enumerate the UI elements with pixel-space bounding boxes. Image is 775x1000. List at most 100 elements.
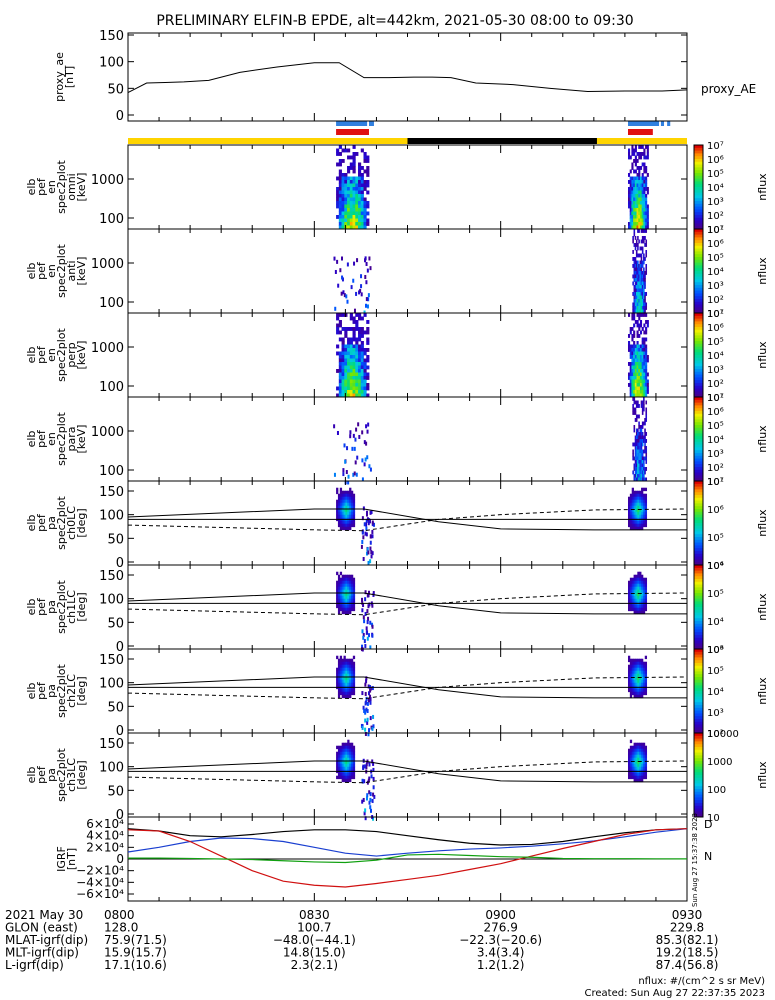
energy-2-pass2-cell: [636, 386, 639, 391]
pa-2-frame: [127, 648, 688, 734]
energy-2-pass1-cell: [338, 369, 342, 373]
energy-3-pass2-cell: [641, 467, 644, 471]
pa-1-scatter-cell: [363, 639, 366, 644]
energy-1-cbar-tick: 10⁵: [707, 253, 724, 264]
pa-0-ylabel-line-1: pef: [35, 513, 48, 532]
energy-0-pass2-cell: [645, 222, 648, 226]
energy-3-pass2-cell: [643, 407, 645, 412]
energy-2-pass2-cell: [633, 341, 636, 345]
energy-1-pass2-cell: [635, 288, 638, 293]
energy-1-pass2-cell: [643, 285, 645, 289]
pa-2-pass1-cell: [345, 670, 348, 675]
energy-1-pass1-cell: [353, 261, 356, 266]
energy-0-pass2-cell: [633, 187, 636, 191]
energy-0-pass1-cell: [360, 201, 364, 205]
pa-0-ytick-label: 150: [99, 485, 124, 500]
pa-0-pass2-cell: [639, 523, 642, 528]
pa-2-scatter-cell: [361, 691, 364, 696]
pa-0-pass2-cell: [637, 514, 640, 519]
created-footnote: Created: Sun Aug 27 22:37:35 2023: [585, 988, 765, 999]
pa-2-pass1-cell: [350, 682, 354, 687]
energy-3-pass2-cell: [639, 432, 642, 436]
energy-0-pass2-cell: [638, 208, 641, 212]
pa-0-scatter-cell: [371, 534, 374, 539]
pa-1-antilosscone-line: [127, 592, 688, 616]
energy-2-pass1-cell: [355, 393, 359, 398]
pa-2-pass2-cell: [641, 658, 644, 663]
energy-2-cbar-tick: 10²: [707, 379, 724, 390]
energy-2-pass2-cell: [631, 334, 634, 338]
pa-1-cbar-cell: [694, 593, 703, 597]
pa-2-cbar-cell: [694, 727, 703, 731]
energy-2-pass1-cell: [352, 369, 356, 373]
energy-2-pass1-cell: [341, 372, 345, 377]
pa-1-scatter-cell: [362, 635, 365, 640]
energy-2-pass2-cell: [629, 379, 632, 384]
energy-1-ylabel-line-2: en: [45, 264, 58, 278]
energy-2-ylabel-line-4: perp: [65, 342, 78, 367]
energy-1-pass2-cell: [641, 250, 644, 254]
energy-2-pass2-cell: [643, 362, 646, 366]
pa-3-scatter-cell: [370, 774, 373, 779]
energy-0-pass2-cell: [639, 155, 643, 160]
energy-0-pass2-cell: [633, 190, 636, 195]
pa-2-scatter-cell: [364, 682, 367, 687]
pa-2-pass2-cell: [637, 676, 640, 681]
energy-0-cbar-cell: [694, 209, 703, 213]
energy-2-pass1-cell: [352, 376, 356, 380]
energy-3-pass2-cell: [633, 407, 636, 412]
energy-3-pass2-cell: [633, 411, 636, 415]
pa-0-pass1-cell: [347, 523, 350, 528]
pa-0-pass2-cell: [642, 502, 646, 507]
energy-2-pass2-cell: [638, 323, 641, 328]
energy-1-pass2-cell: [639, 246, 642, 251]
energy-3-pass2-cell: [632, 397, 634, 401]
energy-0-pass1-cell: [344, 183, 348, 188]
pa-1-pass1-cell: [341, 574, 344, 579]
pa-0-scatter-cell: [369, 559, 372, 564]
energy-2-pass2-cell: [634, 344, 637, 349]
energy-0-pass2-cell: [629, 190, 632, 195]
pa-3-pass1-cell: [345, 766, 348, 771]
energy-0-pass1-cell: [347, 197, 351, 202]
pa-3-pass2-cell: [631, 748, 634, 753]
energy-2-pass1-cell: [360, 386, 364, 391]
pa-0-pass1-cell: [341, 499, 344, 504]
energy-1-pass2-cell: [635, 264, 638, 268]
pa-3-pass2-cell: [633, 751, 636, 756]
pa-1-pass1-cell: [341, 598, 344, 603]
pa-3-pass2-cell: [633, 742, 636, 747]
energy-0-pass1-cell: [352, 152, 356, 156]
energy-3-pass2-cell: [637, 463, 639, 468]
energy-0-pass1-cell: [347, 166, 351, 170]
energy-0-pass2-cell: [631, 187, 634, 191]
pa-0-pass2-cell: [637, 526, 640, 531]
pa-2-scatter-cell: [369, 697, 372, 702]
energy-0-pass2-cell: [646, 208, 649, 212]
energy-2-pass1-cell: [358, 383, 362, 387]
pa-3-pass1-cell: [337, 772, 341, 777]
pa-2-scatter-cell: [369, 700, 372, 705]
pa-1-scatter-cell: [364, 644, 367, 649]
energy-2-pass1-cell: [338, 323, 342, 328]
pa-1-pass1-cell: [337, 598, 341, 603]
pa-2-pass2-cell: [627, 655, 631, 660]
energy-0-pass2-cell: [631, 190, 634, 195]
energy-1-pass2-cell: [637, 253, 639, 258]
energy-2-pass2-cell: [639, 358, 643, 363]
energy-1-pass2-cell: [638, 271, 640, 275]
pa-0-pass2-cell: [642, 496, 646, 501]
energy-3-pass2-cell: [641, 432, 644, 436]
energy-3-pass2-cell: [641, 449, 644, 454]
axis-row-value: 0830: [299, 908, 330, 922]
energy-0-pass2-cell: [629, 218, 632, 223]
pa-3-scatter-cell: [373, 794, 376, 799]
pa-2-scatter-blob: [360, 676, 375, 737]
energy-1-pass2-cell: [640, 271, 643, 275]
energy-2-pass1-cell: [352, 344, 356, 349]
energy-3-cbar-cell: [694, 450, 703, 454]
energy-1-pass2-cell: [634, 260, 637, 265]
energy-1-pass2-cell: [641, 288, 644, 293]
pa-0-pass2-cell: [629, 508, 633, 513]
energy-3-pass1-cell: [344, 459, 347, 464]
